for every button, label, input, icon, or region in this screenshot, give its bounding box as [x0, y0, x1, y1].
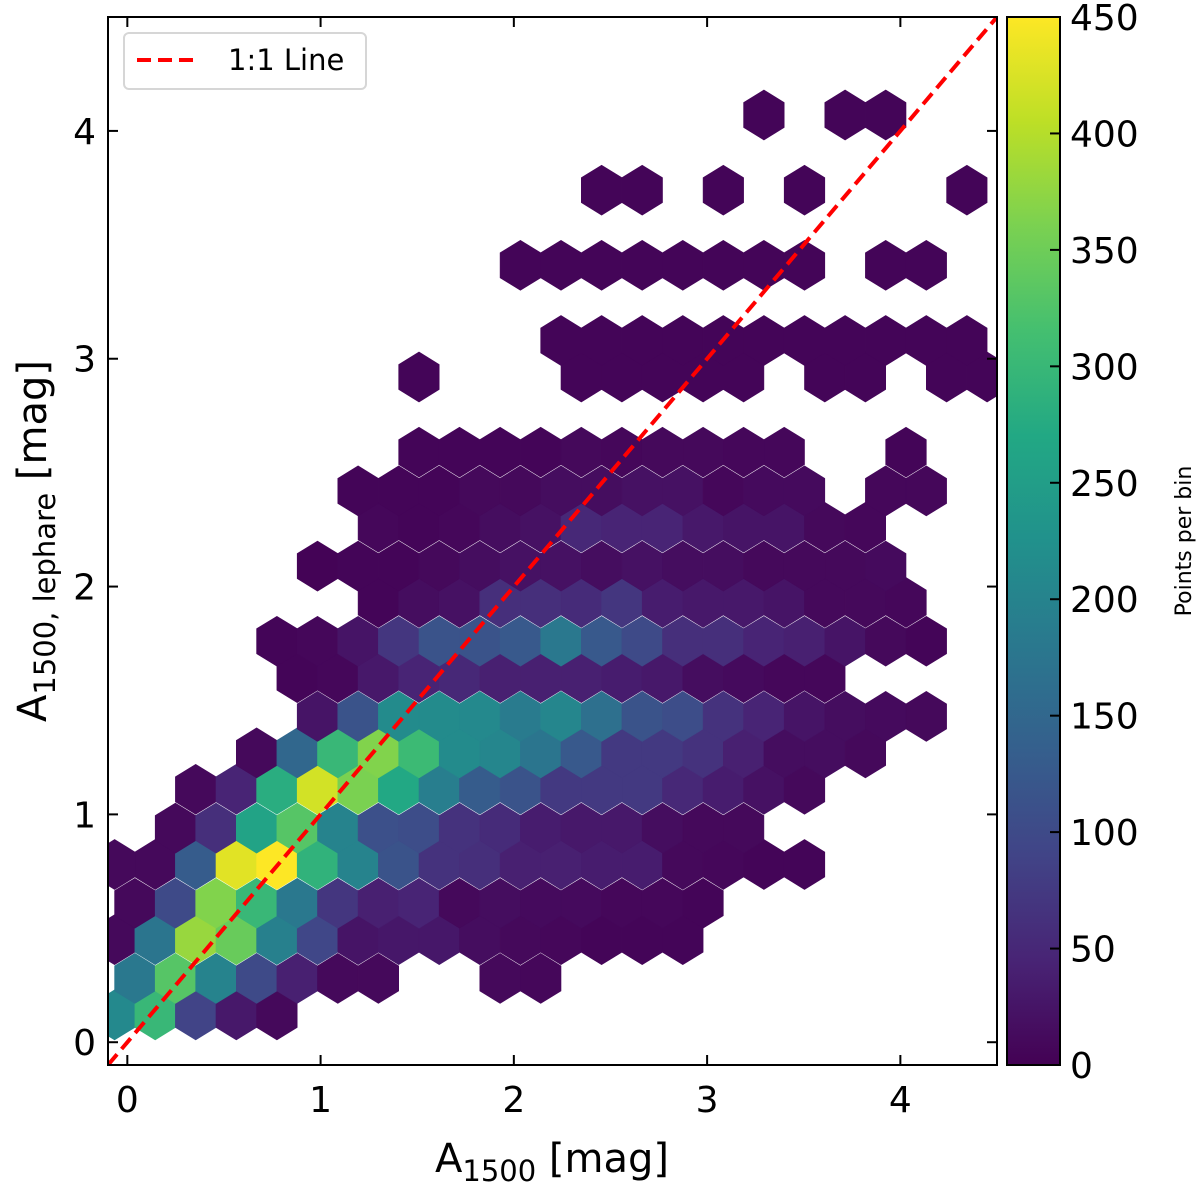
hex-bin [885, 426, 927, 478]
hex-bin [682, 877, 724, 929]
hex-bin [905, 465, 947, 517]
one-to-one-line [108, 17, 997, 1065]
hex-bin [905, 239, 947, 291]
legend: 1:1 Line [123, 32, 367, 90]
hex-bin [621, 164, 663, 216]
hex-bin [722, 802, 765, 854]
y-axis-label-unit: [mag] [10, 360, 56, 493]
colorbar-ticks: 0 50 100 150 200 250 300 350 400 450 [1050, 0, 1139, 1087]
hex-bin [783, 465, 826, 517]
reference-line-layer [108, 17, 997, 1065]
hex-bin [520, 953, 562, 1004]
colorbar: 0 50 100 150 200 250 300 350 400 450 Points per b… [1006, 0, 1197, 1087]
colorbar-tick-label: 350 [1070, 231, 1139, 272]
y-axis-label-subscript: 1500, lephare [28, 493, 62, 695]
hex-bin [662, 239, 704, 291]
hex-bin [905, 615, 947, 667]
hex-bins [108, 89, 997, 1041]
axis-ticks: 0 1 2 3 4 0 1 2 3 4 [73, 17, 997, 1121]
hex-bin [702, 164, 744, 216]
hex-bin [946, 315, 988, 366]
hex-bin [905, 691, 947, 742]
hex-bin [824, 89, 866, 141]
hex-bin [865, 540, 907, 592]
y-axis-label: A1500, lephare [mag] [10, 360, 62, 722]
colorbar-gradient [1006, 16, 1061, 1066]
y-tick-label: 0 [73, 1023, 96, 1064]
hex-bin [783, 164, 826, 216]
colorbar-tick-label: 50 [1070, 930, 1116, 971]
hex-bin [580, 239, 623, 291]
x-tick-label: 4 [889, 1080, 912, 1121]
y-tick-label: 4 [73, 112, 96, 153]
hex-bin [702, 239, 744, 291]
hex-bin [398, 351, 440, 403]
hex-bin [621, 239, 663, 291]
colorbar-tick-label: 100 [1070, 813, 1139, 854]
colorbar-tick-label: 300 [1070, 347, 1139, 388]
hex-bin [357, 953, 400, 1004]
hex-bin [783, 239, 826, 291]
hex-bin [865, 239, 907, 291]
x-axis-label-subscript: 1500 [462, 1154, 536, 1183]
y-tick-label: 2 [73, 568, 96, 609]
hex-bin [763, 426, 805, 478]
colorbar-tick-label: 200 [1070, 580, 1139, 621]
x-tick-label: 2 [502, 1080, 525, 1121]
colorbar-label: Points per bin [1172, 466, 1197, 617]
x-axis-label: A1500 [mag] [435, 1136, 669, 1183]
x-tick-label: 3 [696, 1080, 719, 1121]
x-tick-label: 0 [116, 1080, 139, 1121]
colorbar-tick-label: 450 [1070, 0, 1139, 39]
colorbar-tick-label: 400 [1070, 114, 1139, 155]
plot-frame [107, 16, 998, 1066]
x-axis-label-symbol: A [435, 1136, 463, 1182]
y-axis-label-symbol: A [10, 694, 56, 722]
hex-bin [296, 540, 339, 592]
y-tick-label: 3 [73, 340, 96, 381]
x-tick-label: 1 [309, 1080, 332, 1121]
hex-bin [865, 89, 907, 141]
hex-bin [743, 239, 785, 291]
colorbar-tick-label: 250 [1070, 464, 1139, 505]
hex-bin [946, 164, 988, 216]
x-axis-label-unit: [mag] [536, 1136, 669, 1182]
y-tick-label: 1 [73, 795, 96, 836]
legend-entry-label: 1:1 Line [228, 43, 344, 77]
hex-bin [580, 164, 623, 216]
colorbar-tick-label: 0 [1070, 1046, 1093, 1087]
hex-bin [783, 839, 826, 890]
legend-box [123, 32, 367, 90]
colorbar-tick-label: 150 [1070, 697, 1139, 738]
hex-bin [499, 239, 542, 291]
hex-bin [743, 89, 785, 141]
hex-bin [540, 239, 582, 291]
